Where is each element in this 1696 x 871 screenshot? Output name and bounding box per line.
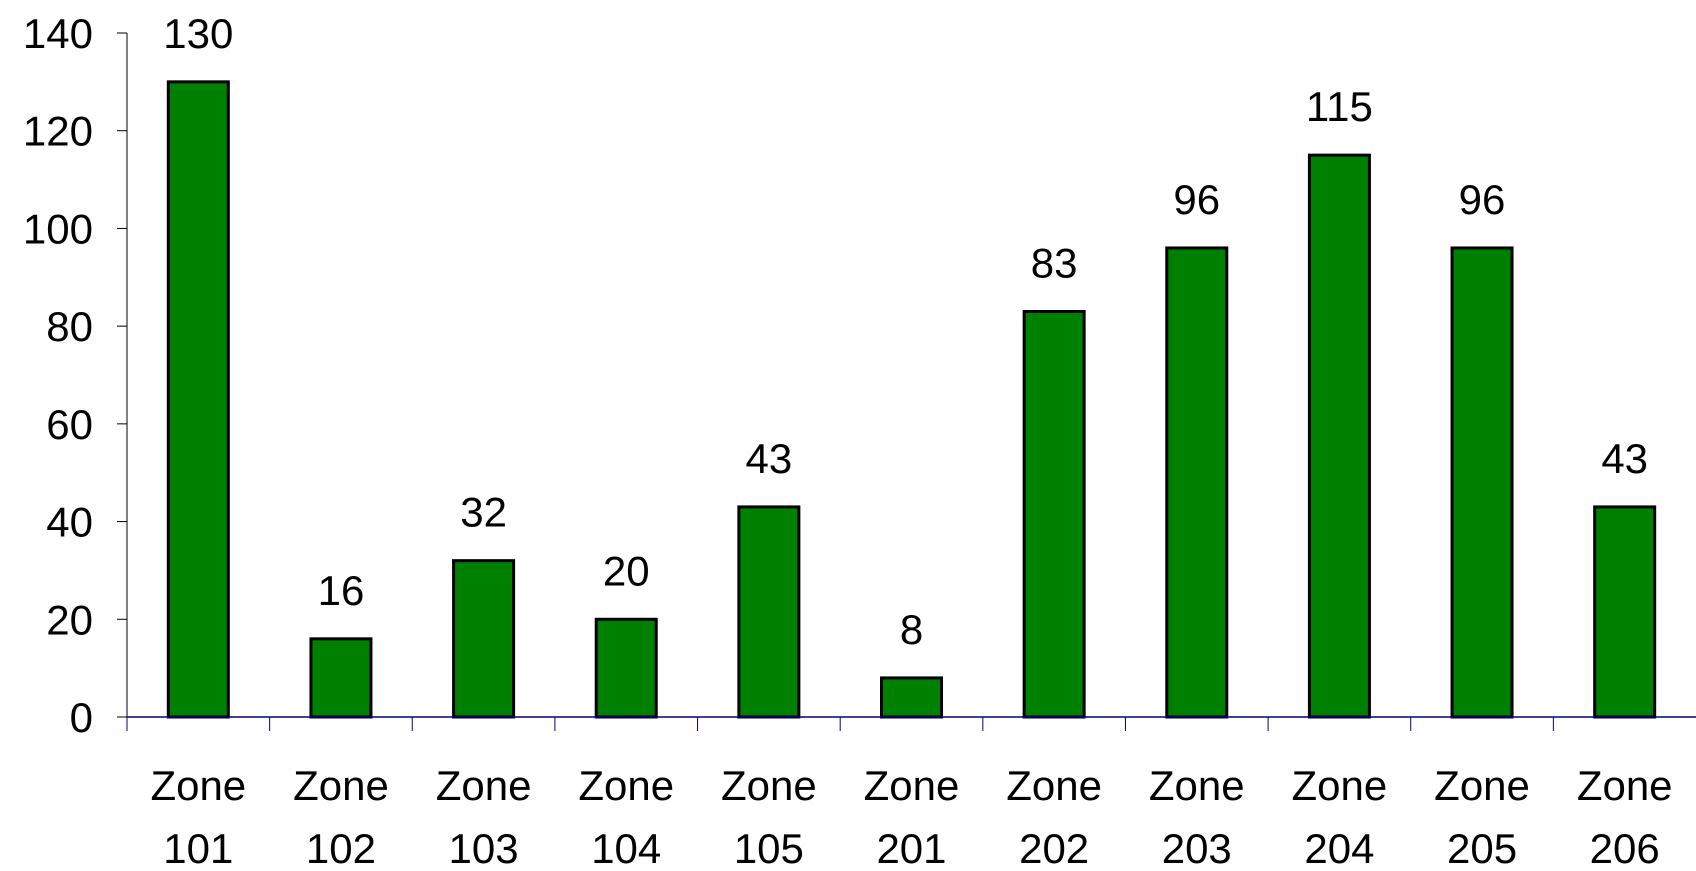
y-tick-label: 100 (23, 205, 93, 252)
x-category-label-line: 103 (449, 825, 519, 871)
x-category-label-line: Zone (1434, 762, 1530, 809)
y-tick-label: 80 (46, 303, 93, 350)
x-category-label: Zone 206 (1577, 762, 1673, 871)
y-tick-label: 60 (46, 401, 93, 448)
data-label: 83 (1031, 239, 1078, 286)
x-category-label-line: 202 (1019, 825, 1089, 871)
bar (166, 80, 230, 719)
x-category-label-line: 205 (1447, 825, 1517, 871)
bar (1022, 309, 1086, 719)
x-category-label-line: Zone (1292, 762, 1388, 809)
bar (737, 505, 801, 719)
bar (594, 617, 658, 719)
x-category-label: Zone 104 (578, 762, 674, 871)
x-category-label-line: Zone (150, 762, 246, 809)
data-label: 130 (163, 10, 233, 57)
y-tick-label: 140 (23, 10, 93, 57)
data-label: 43 (1601, 435, 1648, 482)
x-category-label: Zone 202 (1006, 762, 1102, 871)
x-category-label: Zone 204 (1292, 762, 1388, 871)
bar (1165, 246, 1229, 719)
data-label: 96 (1173, 176, 1220, 223)
x-category-label-line: Zone (1577, 762, 1673, 809)
x-category-label-line: Zone (721, 762, 817, 809)
data-labels: 130 16 32 20 43 8 83 96 115 96 43 (163, 10, 1648, 653)
x-category-label: Zone 101 (150, 762, 246, 871)
x-category-label-line: 105 (734, 825, 804, 871)
x-category-label-line: Zone (578, 762, 674, 809)
x-category-label-line: 104 (591, 825, 661, 871)
data-label: 96 (1459, 176, 1506, 223)
x-category-label: Zone 201 (864, 762, 960, 871)
x-category-label-line: 101 (163, 825, 233, 871)
x-category-label: Zone 102 (293, 762, 389, 871)
x-category-label-line: Zone (436, 762, 532, 809)
x-category-label-line: 201 (876, 825, 946, 871)
data-label: 20 (603, 547, 650, 594)
bar (1450, 246, 1514, 719)
x-category-label-line: 204 (1304, 825, 1374, 871)
data-label: 32 (460, 489, 507, 536)
x-axis (126, 716, 1696, 731)
x-category-label-line: 206 (1590, 825, 1660, 871)
x-category-label-line: Zone (293, 762, 389, 809)
bars (166, 80, 1657, 719)
x-category-label-line: 102 (306, 825, 376, 871)
y-tick-label: 20 (46, 596, 93, 643)
y-tick-label: 120 (23, 108, 93, 155)
bar (880, 676, 943, 719)
data-label: 16 (318, 567, 365, 614)
x-category-label-line: Zone (864, 762, 960, 809)
y-tick-label: 0 (70, 694, 93, 741)
x-category-label: Zone 103 (436, 762, 532, 871)
x-category-label-line: Zone (1006, 762, 1102, 809)
data-label: 43 (746, 435, 793, 482)
y-axis: 0 20 40 60 80 100 120 140 (23, 10, 128, 741)
x-category-label: Zone 203 (1149, 762, 1245, 871)
bar (1593, 505, 1657, 719)
x-category-label: Zone 205 (1434, 762, 1530, 871)
category-labels: Zone 101 Zone 102 Zone 103 Zone 104 Zone 105 Zone 2… (150, 762, 1672, 871)
x-category-label: Zone 105 (721, 762, 817, 871)
bar (1307, 153, 1371, 719)
x-category-label-line: 203 (1162, 825, 1232, 871)
bar (452, 559, 516, 719)
bar (309, 637, 373, 719)
data-label: 8 (900, 606, 923, 653)
x-category-label-line: Zone (1149, 762, 1245, 809)
y-tick-label: 40 (46, 499, 93, 546)
data-label: 115 (1306, 83, 1373, 130)
